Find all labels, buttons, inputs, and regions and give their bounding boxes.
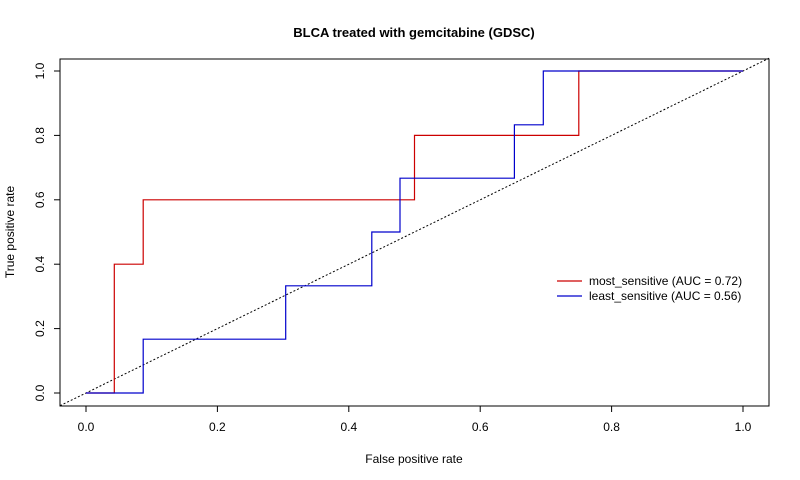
x-tick-label: 0.2 [209,420,226,434]
x-tick-label: 0.0 [78,420,95,434]
chart-title: BLCA treated with gemcitabine (GDSC) [293,25,534,40]
y-tick-label: 0.4 [33,256,47,273]
y-tick-label: 0.8 [33,127,47,144]
y-tick-label: 0.0 [33,384,47,401]
x-axis: 0.0 0.2 0.4 0.6 0.8 1.0 [78,405,752,434]
series-line-least-sensitive [86,70,743,394]
x-tick-label: 0.8 [603,420,620,434]
x-tick-label: 0.6 [472,420,489,434]
diagonal-reference-line [59,57,770,407]
y-tick-label: 0.2 [33,320,47,337]
plot-frame [59,58,770,407]
series-line-most-sensitive [86,70,743,394]
y-tick-label: 1.0 [33,62,47,79]
legend-label: least_sensitive (AUC = 0.56) [589,289,741,303]
y-tick-label: 0.6 [33,191,47,208]
y-axis: 0.0 0.2 0.4 0.6 0.8 1.0 [33,62,60,401]
y-axis-label: True positive rate [3,186,17,279]
legend: most_sensitive (AUC = 0.72)least_sensiti… [557,274,742,303]
x-axis-label: False positive rate [365,452,463,466]
x-tick-label: 0.4 [340,420,357,434]
legend-label: most_sensitive (AUC = 0.72) [589,274,742,288]
x-tick-label: 1.0 [735,420,752,434]
series-group [86,70,743,394]
